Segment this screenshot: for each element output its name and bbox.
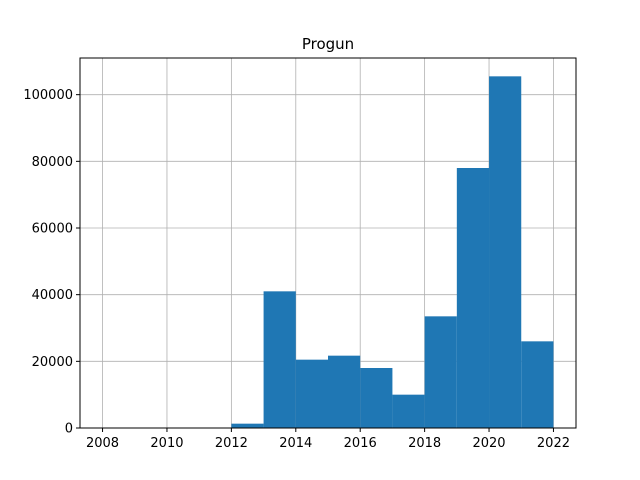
histogram-bar <box>521 341 554 428</box>
histogram-bar <box>392 394 425 428</box>
y-tick-label: 40000 <box>32 288 73 303</box>
histogram-bar <box>328 355 361 428</box>
y-tick-label: 80000 <box>32 155 73 170</box>
plot-frame <box>79 57 577 429</box>
histogram-bar <box>456 168 490 428</box>
histogram-bar <box>489 76 522 428</box>
y-tick-label: 20000 <box>32 355 73 370</box>
x-tick-label: 2016 <box>344 436 377 451</box>
y-axis: 0 20000 40000 60000 80000 100000 <box>23 88 80 437</box>
y-tick-label: 0 <box>65 422 73 437</box>
x-tick-label: 2022 <box>537 436 570 451</box>
histogram-bar <box>231 423 264 428</box>
x-axis: 2008 2010 2012 2014 2016 2018 2020 2022 <box>86 428 570 451</box>
y-tick-label: 100000 <box>23 88 73 103</box>
chart-title: Progun <box>302 35 354 53</box>
histogram-bar <box>295 359 328 428</box>
x-tick-label: 2020 <box>472 436 505 451</box>
x-tick-label: 2008 <box>86 436 119 451</box>
x-tick-label: 2014 <box>279 436 312 451</box>
x-tick-label: 2012 <box>215 436 248 451</box>
x-tick-label: 2010 <box>150 436 183 451</box>
bars <box>231 76 554 428</box>
histogram-bar <box>263 291 296 428</box>
histogram-bar <box>424 316 457 428</box>
histogram-bar <box>360 368 393 428</box>
x-tick-label: 2018 <box>408 436 441 451</box>
y-tick-label: 60000 <box>32 222 73 237</box>
